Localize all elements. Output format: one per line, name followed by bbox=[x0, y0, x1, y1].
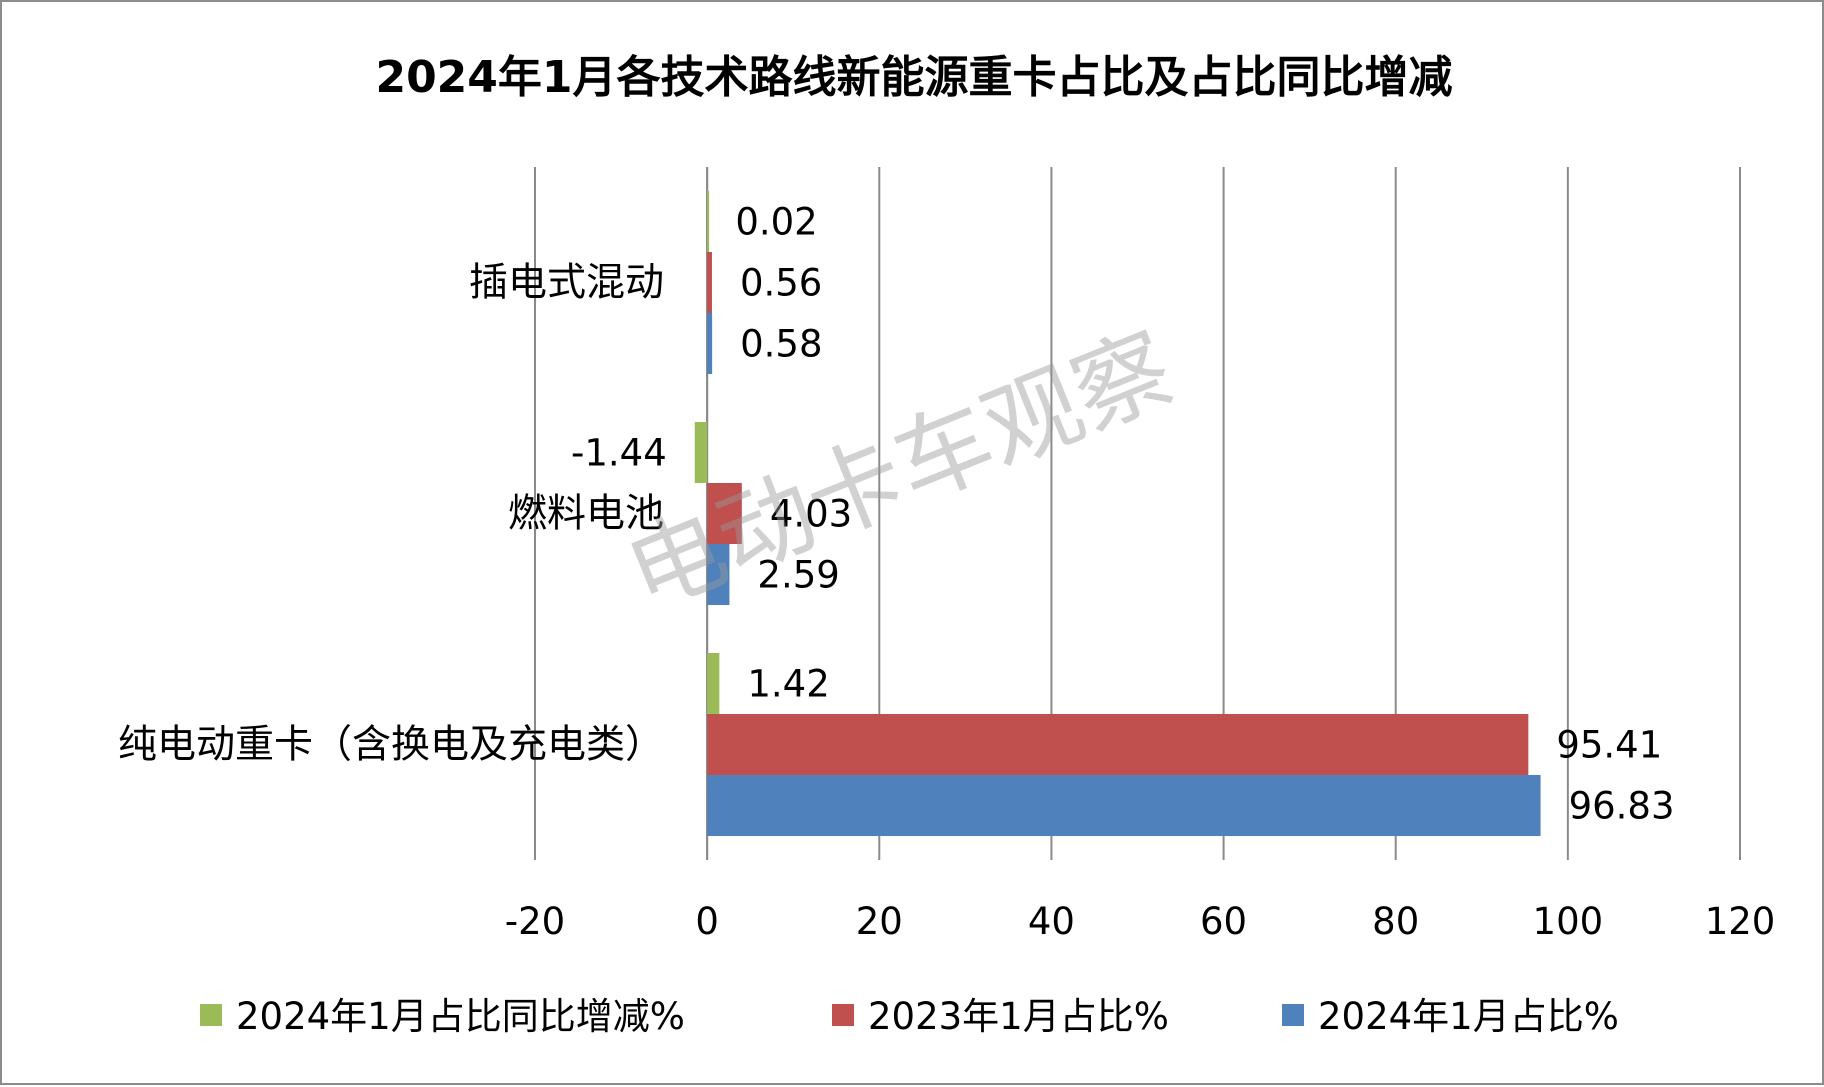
data-label: 96.83 bbox=[1569, 785, 1675, 828]
bar bbox=[707, 313, 713, 374]
x-tick-label: 120 bbox=[1705, 900, 1776, 943]
data-label: 0.56 bbox=[740, 262, 822, 305]
bar bbox=[707, 775, 1541, 836]
bar bbox=[694, 422, 708, 483]
bar bbox=[707, 714, 1529, 775]
data-label: -1.44 bbox=[571, 432, 667, 475]
bar bbox=[707, 544, 730, 605]
legend-swatch bbox=[200, 1004, 222, 1026]
data-label: 95.41 bbox=[1556, 724, 1662, 767]
bars bbox=[694, 191, 1541, 836]
legend-label: 2024年1月占比同比增减% bbox=[236, 995, 685, 1038]
data-labels: 0.02 0.56 0.58 -1.44 4.03 2.59 1.42 95.41 96.83 bbox=[571, 201, 1674, 828]
x-tick-label: -20 bbox=[505, 900, 565, 943]
x-tick-label: 40 bbox=[1028, 900, 1075, 943]
data-label: 1.42 bbox=[747, 663, 829, 706]
x-tick-label: 80 bbox=[1372, 900, 1419, 943]
legend-swatch bbox=[1282, 1004, 1304, 1026]
x-tick-label: 0 bbox=[695, 900, 719, 943]
category-label: 燃料电池 bbox=[508, 492, 664, 537]
data-label: 2.59 bbox=[757, 554, 839, 597]
legend-label: 2023年1月占比% bbox=[868, 995, 1169, 1038]
legend: 2024年1月占比同比增减% 2023年1月占比% 2024年1月占比% bbox=[200, 995, 1619, 1038]
bar bbox=[707, 191, 710, 252]
bar bbox=[707, 252, 712, 313]
x-tick-label: 100 bbox=[1533, 900, 1604, 943]
category-label: 插电式混动 bbox=[469, 261, 664, 306]
category-label: 纯电动重卡（含换电及充电类） bbox=[118, 723, 664, 768]
legend-label: 2024年1月占比% bbox=[1318, 995, 1619, 1038]
bar bbox=[707, 653, 720, 714]
x-tick-label: 20 bbox=[856, 900, 903, 943]
x-axis-tick-labels: -20 0 20 40 60 80 100 120 bbox=[505, 900, 1776, 943]
x-tick-label: 60 bbox=[1200, 900, 1247, 943]
data-label: 0.58 bbox=[740, 323, 822, 366]
data-label: 0.02 bbox=[735, 201, 817, 244]
chart-title: 2024年1月各技术路线新能源重卡占比及占比同比增减 bbox=[375, 52, 1452, 103]
bar bbox=[707, 483, 742, 544]
legend-swatch bbox=[832, 1004, 854, 1026]
data-label: 4.03 bbox=[770, 493, 852, 536]
